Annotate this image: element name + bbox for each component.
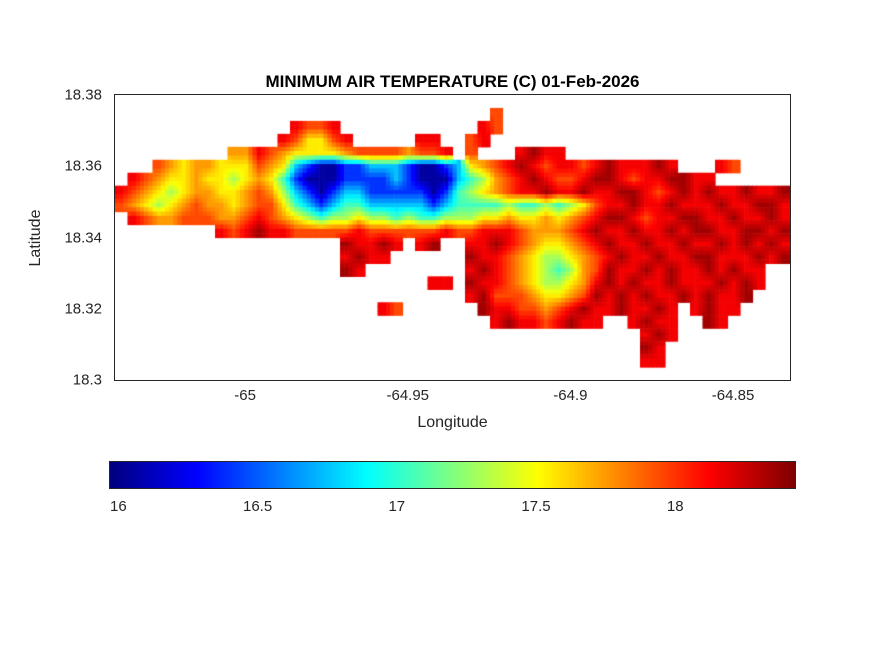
colorbar-tick-label: 16 bbox=[110, 498, 127, 515]
y-tick-label: 18.38 bbox=[64, 86, 102, 104]
y-tick-label: 18.32 bbox=[64, 300, 102, 318]
colorbar-tick-label: 17.5 bbox=[521, 498, 551, 515]
colorbar-tick-label: 18 bbox=[666, 498, 684, 515]
chart-title: MINIMUM AIR TEMPERATURE (C) 01-Feb-2026 bbox=[265, 72, 640, 91]
x-tick-label: -64.85 bbox=[711, 387, 755, 404]
temperature-heatmap-canvas bbox=[115, 95, 790, 380]
y-tick-label: 18.36 bbox=[64, 157, 102, 175]
x-tick-label: -65 bbox=[234, 387, 256, 404]
y-axis-tick-labels: 18.38 18.36 18.34 18.32 18.3 bbox=[0, 87, 108, 389]
y-tick-label: 18.34 bbox=[64, 229, 102, 246]
x-tick-label: -64.95 bbox=[386, 387, 430, 404]
plot-area bbox=[114, 94, 791, 381]
colorbar-tick-label: 16.5 bbox=[242, 498, 273, 515]
y-tick-label: 18.3 bbox=[72, 371, 102, 389]
colorbar-gradient-canvas bbox=[110, 462, 795, 488]
x-axis-tick-labels: -65 -64.95 -64.9 -64.85 bbox=[115, 387, 790, 407]
x-axis-title: Longitude bbox=[417, 414, 488, 431]
colorbar-tick-label: 17 bbox=[388, 498, 406, 515]
x-tick-label: -64.9 bbox=[553, 387, 588, 404]
colorbar bbox=[109, 461, 796, 489]
colorbar-tick-labels: 16 16.5 17 17.5 18 bbox=[110, 498, 795, 518]
